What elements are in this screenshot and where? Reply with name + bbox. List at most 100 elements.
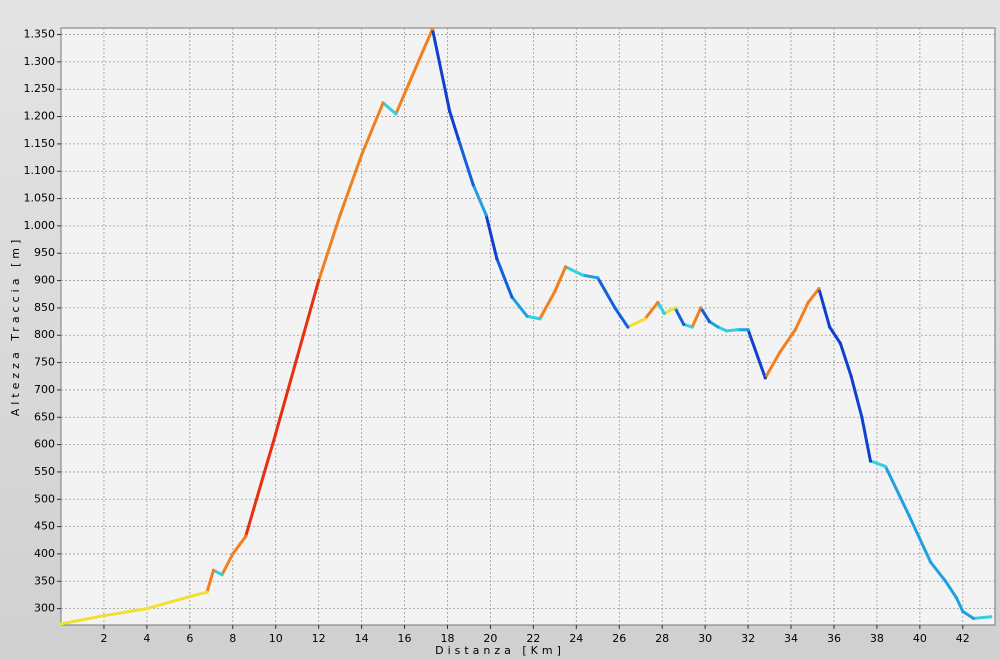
profile-point: [220, 573, 224, 577]
y-tick-label: 1.000: [24, 219, 56, 232]
profile-segment: [220, 552, 235, 577]
x-tick-label: 26: [612, 632, 626, 645]
profile-segment: [860, 415, 872, 463]
profile-point: [581, 273, 585, 277]
x-tick-label: 32: [741, 632, 755, 645]
y-tick-label: 1.100: [24, 164, 56, 177]
profile-point: [525, 314, 529, 318]
y-tick-label: 450: [34, 520, 55, 533]
profile-point: [828, 325, 832, 329]
profile-segment: [430, 27, 452, 113]
profile-point: [244, 534, 248, 539]
profile-segment: [868, 459, 887, 468]
profile-segment: [596, 276, 617, 310]
profile-segment: [381, 101, 398, 116]
profile-segment: [295, 279, 321, 359]
profile-segment: [448, 109, 460, 140]
profile-segment: [763, 350, 782, 380]
profile-segment: [244, 432, 278, 538]
profile-point: [495, 257, 499, 261]
y-tick-label: 950: [34, 246, 55, 259]
y-tick-label: 850: [34, 301, 55, 314]
profile-point: [971, 616, 976, 621]
x-tick-label: 36: [827, 632, 841, 645]
x-tick-label: 34: [784, 632, 798, 645]
y-tick-label: 500: [34, 492, 55, 505]
profile-point: [407, 82, 411, 86]
profile-point: [394, 112, 398, 116]
profile-point: [510, 295, 514, 299]
profile-point: [838, 341, 843, 346]
profile-segment: [471, 183, 488, 217]
x-axis-label: Distanza [Km]: [435, 644, 565, 657]
profile-point: [682, 322, 686, 326]
y-tick-label: 900: [34, 274, 55, 287]
y-tick-label: 1.300: [24, 55, 56, 68]
x-tick-label: 24: [569, 632, 583, 645]
profile-segment: [662, 306, 677, 315]
profile-point: [656, 300, 660, 305]
x-tick-label: 20: [483, 632, 497, 645]
x-tick-label: 28: [655, 632, 669, 645]
x-tick-label: 2: [100, 632, 107, 645]
profile-segment: [538, 290, 557, 321]
profile-point: [188, 594, 192, 599]
profile-point: [662, 311, 666, 315]
profile-segment: [581, 273, 600, 280]
profile-point: [456, 136, 460, 141]
profile-segment: [102, 607, 149, 618]
x-tick-label: 22: [526, 632, 540, 645]
x-tick-label: 12: [312, 632, 326, 645]
profile-point: [673, 306, 677, 310]
x-tick-label: 6: [186, 632, 193, 645]
profile-point: [563, 265, 568, 269]
profile-point: [806, 300, 810, 305]
profile-point: [102, 614, 106, 618]
x-tick-label: 38: [870, 632, 884, 645]
profile-segment: [407, 27, 434, 86]
x-tick-label: 42: [956, 632, 970, 645]
profile-segment: [613, 306, 630, 329]
profile-point: [643, 317, 647, 321]
profile-point: [381, 101, 385, 105]
profile-point: [317, 278, 321, 283]
y-tick-label: 300: [34, 602, 55, 615]
profile-point: [849, 374, 853, 378]
profile-segment: [907, 514, 933, 564]
profile-segment: [274, 355, 299, 436]
profile-point: [793, 328, 797, 332]
profile-segment: [929, 560, 948, 583]
profile-segment: [205, 568, 215, 594]
profile-point: [860, 415, 864, 419]
profile-segment: [484, 213, 499, 261]
profile-point: [484, 213, 488, 217]
x-tick-label: 10: [269, 632, 283, 645]
profile-point: [553, 289, 557, 294]
profile-point: [954, 596, 958, 600]
profile-segment: [793, 300, 810, 332]
profile-segment: [707, 320, 720, 329]
profile-point: [944, 579, 948, 583]
x-tick-label: 18: [440, 632, 454, 645]
profile-segment: [828, 325, 842, 345]
profile-segment: [338, 153, 364, 217]
profile-point: [699, 306, 703, 310]
x-tick-label: 16: [398, 632, 412, 645]
y-tick-label: 750: [34, 356, 55, 369]
plot-area: [60, 27, 996, 626]
profile-point: [596, 276, 600, 280]
profile-segment: [564, 265, 585, 277]
profile-segment: [746, 328, 767, 380]
profile-segment: [456, 136, 475, 187]
profile-segment: [838, 341, 853, 378]
profile-segment: [673, 306, 686, 326]
profile-point: [690, 325, 694, 329]
profile-segment: [961, 609, 976, 620]
profile-point: [763, 376, 767, 380]
y-tick-label: 1.200: [24, 110, 56, 123]
profile-point: [746, 328, 750, 332]
profile-segment: [188, 590, 209, 599]
profile-segment: [699, 306, 711, 324]
profile-point: [538, 317, 542, 321]
x-tick-label: 8: [229, 632, 236, 645]
